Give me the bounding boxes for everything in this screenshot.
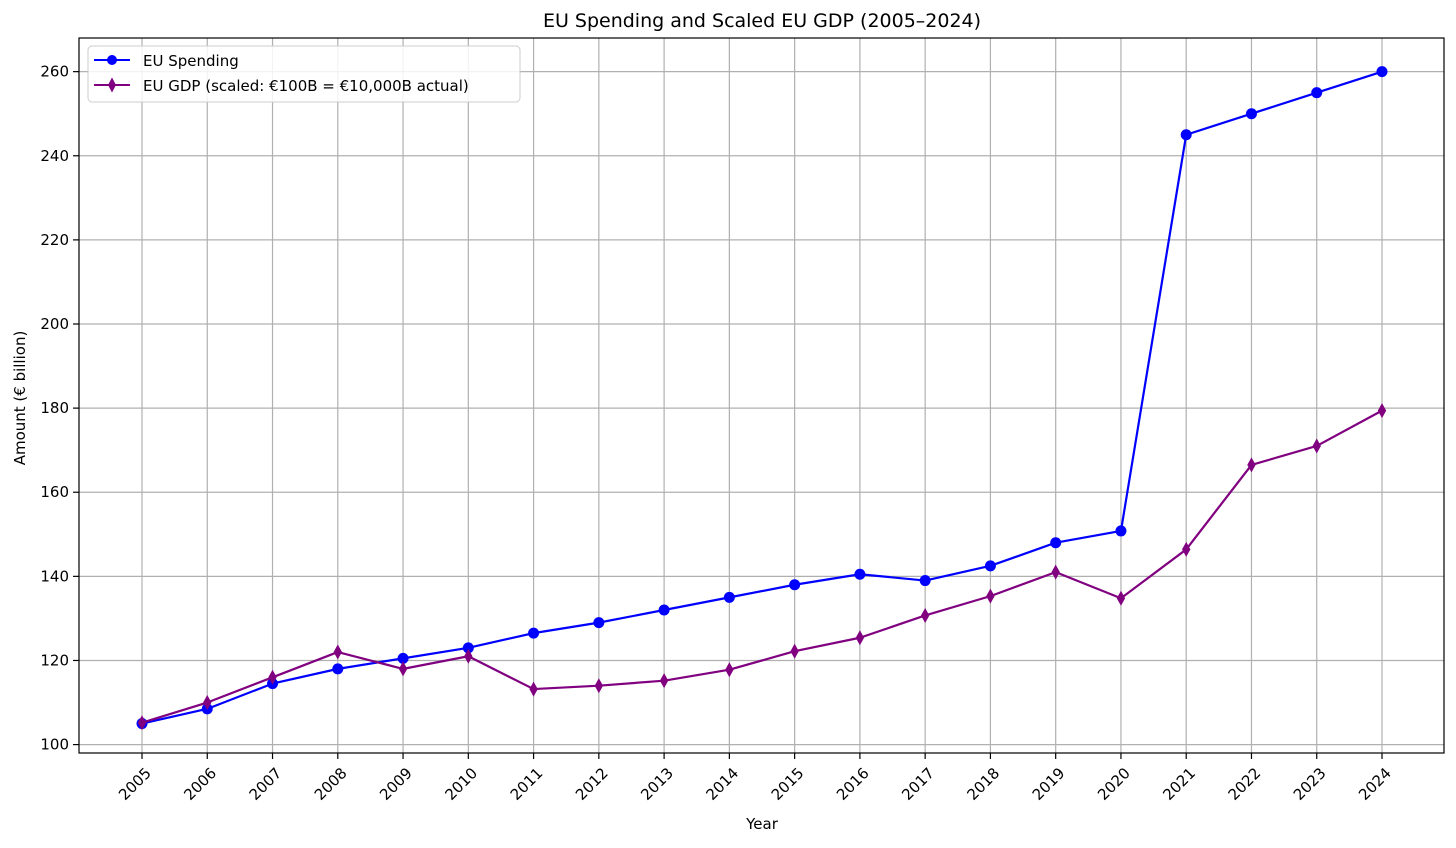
data-point-eu-spending-2009 (397, 652, 409, 664)
series-line-eu-gdp (141, 409, 1383, 724)
data-point-eu-gdp-2024 (1377, 403, 1387, 419)
data-point-eu-gdp-2011 (529, 681, 538, 697)
series-eu-gdp (137, 403, 1387, 731)
y-tick-label-200: 200 (40, 315, 69, 333)
data-point-eu-spending-2010 (462, 642, 474, 654)
data-point-eu-spending-2023 (1311, 87, 1323, 99)
data-point-eu-spending-2020 (1115, 525, 1127, 537)
data-point-eu-spending-2018 (984, 560, 996, 572)
data-point-eu-spending-2016 (854, 568, 866, 580)
legend-label-eu-gdp: EU GDP (scaled: €100B = €10,000B actual) (143, 77, 469, 95)
data-point-eu-gdp-2021 (1182, 541, 1191, 557)
data-point-eu-gdp-2016 (855, 630, 865, 646)
legend: EU Spending EU GDP (scaled: €100B = €10,… (87, 45, 521, 103)
data-point-eu-gdp-2015 (790, 643, 799, 659)
data-point-eu-gdp-2007 (268, 669, 277, 685)
data-point-eu-spending-2008 (332, 663, 344, 675)
grid-lines (79, 38, 1444, 753)
y-tick-label-120: 120 (40, 651, 69, 669)
series-group (136, 66, 1388, 731)
y-axis-label: Amount (€ billion) (11, 331, 29, 466)
data-point-eu-gdp-2019 (1051, 564, 1060, 580)
data-point-eu-gdp-2010 (464, 648, 473, 664)
data-point-eu-spending-2022 (1245, 108, 1257, 120)
legend-frame (87, 45, 521, 103)
data-point-eu-spending-2021 (1180, 129, 1192, 141)
chart-title: EU Spending and Scaled EU GDP (2005–2024… (543, 10, 981, 32)
y-tick-label-140: 140 (40, 567, 69, 585)
data-point-eu-spending-2013 (658, 604, 670, 616)
data-point-eu-spending-2019 (1050, 537, 1062, 549)
series-line-eu-spending (141, 70, 1383, 725)
data-point-eu-spending-2012 (593, 617, 605, 629)
data-point-eu-spending-2015 (789, 579, 801, 591)
data-point-eu-gdp-2006 (203, 695, 212, 711)
y-tick-label-220: 220 (40, 231, 69, 249)
plot-frame (78, 37, 1445, 754)
data-point-eu-gdp-2018 (986, 588, 995, 604)
data-point-eu-gdp-2023 (1312, 438, 1321, 454)
data-point-eu-gdp-2009 (398, 661, 408, 677)
data-point-eu-spending-2011 (528, 627, 540, 639)
series-eu-spending (136, 66, 1388, 730)
data-point-eu-gdp-2012 (594, 678, 604, 694)
data-point-eu-gdp-2008 (333, 644, 342, 660)
y-tick-label-100: 100 (40, 736, 69, 754)
legend-marker-eu-gdp (108, 77, 116, 93)
data-point-eu-gdp-2013 (659, 673, 669, 689)
data-point-eu-spending-2014 (723, 591, 735, 603)
legend-label-eu-spending: EU Spending (143, 52, 239, 70)
y-tick-label-260: 260 (40, 63, 69, 81)
data-point-eu-gdp-2022 (1247, 457, 1256, 473)
y-tick-label-240: 240 (40, 147, 69, 165)
x-axis-label: Year (745, 815, 779, 833)
y-tick-label-160: 160 (40, 483, 69, 501)
y-tick-label-180: 180 (40, 399, 69, 417)
data-point-eu-gdp-2017 (920, 607, 930, 623)
legend-marker-eu-spending (107, 55, 117, 65)
data-point-eu-gdp-2005 (137, 715, 147, 731)
data-point-eu-gdp-2020 (1116, 590, 1126, 606)
data-point-eu-spending-2017 (919, 575, 931, 587)
data-point-eu-gdp-2014 (725, 662, 734, 678)
data-point-eu-spending-2024 (1376, 66, 1388, 78)
